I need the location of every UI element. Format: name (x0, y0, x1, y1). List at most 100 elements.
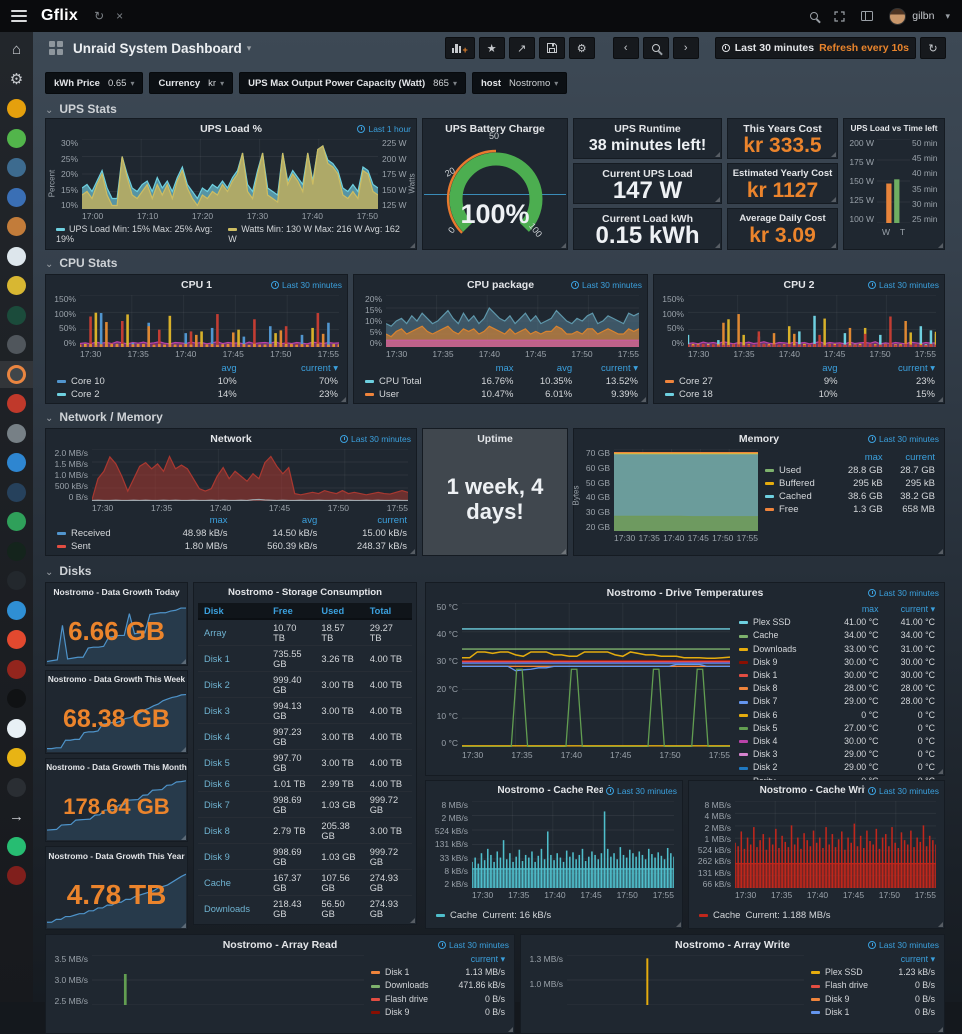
table-cell[interactable]: Disk 8 (198, 817, 268, 844)
panel-toggle-icon[interactable] (861, 11, 874, 21)
app-jackett-icon[interactable] (7, 217, 26, 236)
legend-series[interactable]: Plex SSD (808, 966, 886, 979)
time-range-badge[interactable]: Last 30 minutes (864, 940, 939, 950)
legend-series[interactable]: Disk 6 (736, 709, 825, 722)
legend-sort-header[interactable]: current ▾ (601, 363, 638, 374)
legend-series[interactable]: Disk 1 (368, 966, 445, 979)
refresh-button[interactable]: ↻ (920, 37, 946, 59)
time-range-badge[interactable]: Last 30 minutes (864, 786, 939, 796)
add-panel-button[interactable]: + (444, 37, 475, 59)
menu-icon[interactable] (11, 10, 27, 22)
app-ombi-icon[interactable] (7, 305, 26, 325)
app-blue-oval-icon[interactable] (7, 187, 26, 207)
table-cell[interactable]: Disk 6 (198, 775, 268, 792)
table-column-header[interactable]: Free (267, 603, 316, 620)
legend-series[interactable]: Disk 9 (368, 1006, 445, 1019)
variable-kwh-price[interactable]: kWh Price 0.65 ▾ (45, 72, 144, 94)
dashboard-title[interactable]: Unraid System Dashboard (73, 40, 242, 56)
legend-sort-header[interactable]: avg (556, 363, 573, 374)
row-header-cpu[interactable]: ⌄ CPU Stats (45, 256, 118, 270)
legend-series[interactable]: Plex SSD (736, 616, 825, 629)
legend-series[interactable]: Disk 1 (736, 669, 825, 682)
legend-series[interactable]: Downloads (368, 979, 445, 992)
app-blue-home-icon[interactable] (7, 600, 26, 620)
legend-series[interactable]: Disk 2 (736, 761, 825, 774)
variable-currency[interactable]: Currency kr ▾ (149, 72, 234, 94)
legend-series[interactable]: Cached (762, 490, 833, 503)
table-cell[interactable]: Disk 1 (198, 645, 268, 672)
legend-series[interactable]: Cache Current: 1.188 MB/s (699, 910, 830, 921)
legend-sort-header[interactable]: current ▾ (900, 604, 935, 614)
app-unraid-gear-icon[interactable] (0, 360, 33, 388)
panel-title[interactable]: Estimated Yearly Cost (732, 168, 833, 179)
legend-series[interactable]: UPS Load Min: 15% Max: 25% Avg: 19% (56, 224, 213, 244)
table-cell[interactable]: Disk 4 (198, 723, 268, 750)
app-plex-icon[interactable] (7, 99, 26, 118)
app-white-cross-icon[interactable] (7, 246, 26, 266)
legend-sort-header[interactable]: avg (221, 363, 237, 374)
legend-series[interactable]: User (362, 388, 458, 401)
panel-title[interactable]: Nostromo - Cache Read (497, 785, 611, 796)
legend-series[interactable]: Core 18 (662, 388, 784, 401)
dashboard-grid-icon[interactable] (49, 41, 63, 55)
legend-sort-header[interactable]: avg (301, 515, 318, 526)
time-range-badge[interactable]: Last 30 minutes (567, 280, 642, 290)
panel-title[interactable]: CPU package (466, 279, 535, 291)
app-red-wheel-icon[interactable] (7, 866, 26, 885)
variable-ups-capacity[interactable]: UPS Max Output Power Capacity (Watt) 865… (239, 72, 466, 94)
legend-series[interactable]: Buffered (762, 477, 833, 490)
legend-series[interactable]: Watts Min: 130 W Max: 216 W Avg: 162 W (228, 224, 400, 244)
row-header-ups[interactable]: ⌄ UPS Stats (45, 102, 117, 116)
table-column-header[interactable]: Total (363, 603, 412, 620)
panel-title[interactable]: UPS Battery Charge (445, 123, 545, 135)
panel-title[interactable]: Uptime (477, 433, 513, 445)
panel-title[interactable]: Nostromo - Cache Write (759, 785, 874, 796)
table-cell[interactable]: Disk 2 (198, 671, 268, 698)
app-sabnzbd-icon[interactable] (7, 748, 26, 767)
legend-series[interactable]: Disk 7 (736, 695, 825, 708)
panel-title[interactable]: Nostromo - Array Write (675, 939, 790, 951)
panel-title[interactable]: Nostromo - Storage Consumption (227, 587, 383, 598)
table-cell[interactable]: Cache (198, 869, 268, 896)
table-column-header[interactable]: Used (315, 603, 364, 620)
legend-sort-header[interactable]: max (864, 452, 883, 463)
settings-gear-icon[interactable]: ⚙ (9, 70, 24, 88)
close-icon[interactable]: × (116, 9, 124, 23)
panel-title[interactable]: Average Daily Cost (739, 213, 826, 224)
legend-series[interactable]: Disk 9 (808, 993, 886, 1006)
time-range-badge[interactable]: Last 30 minutes (864, 434, 939, 444)
settings-button[interactable]: ⚙ (568, 37, 595, 59)
legend-series[interactable]: Disk 9 (736, 656, 825, 669)
app-resilio-icon[interactable] (7, 453, 26, 472)
logout-arrow-icon[interactable]: → (9, 808, 24, 825)
app-lazy-icon[interactable] (7, 689, 26, 708)
legend-series[interactable]: Disk 5 (736, 722, 825, 735)
panel-title[interactable]: Nostromo - Drive Temperatures (606, 587, 764, 599)
table-cell[interactable]: Disk 5 (198, 749, 268, 776)
row-header-disks[interactable]: ⌄ Disks (45, 564, 92, 578)
panel-title[interactable]: UPS Runtime (614, 123, 681, 135)
app-berry-icon[interactable] (7, 423, 26, 443)
panel-title[interactable]: Nostromo - Array Read (222, 939, 338, 951)
time-range-badge[interactable]: Last 30 minutes (336, 434, 411, 444)
legend-sort-header[interactable]: current (905, 452, 935, 463)
table-cell[interactable]: Array (198, 619, 268, 646)
legend-series[interactable]: Disk 1 (808, 1006, 886, 1019)
user-menu[interactable]: gilbn ▾ (889, 7, 950, 25)
legend-series[interactable]: Flash drive (368, 993, 445, 1006)
app-yellow-cross-icon[interactable] (7, 276, 26, 295)
legend-sort-header[interactable]: current ▾ (898, 363, 935, 374)
zoom-out-button[interactable] (642, 37, 669, 59)
row-header-netmem[interactable]: ⌄ Network / Memory (45, 410, 163, 424)
app-emby-icon[interactable] (7, 128, 26, 148)
time-picker[interactable]: Last 30 minutes Refresh every 10s (714, 37, 916, 59)
time-range-badge[interactable]: Last 30 minutes (864, 280, 939, 290)
panel-title[interactable]: CPU 1 (181, 279, 212, 291)
app-tautulli-icon[interactable] (7, 158, 26, 177)
chevron-down-icon[interactable]: ▾ (246, 42, 252, 53)
app-leaf-icon[interactable] (7, 541, 26, 561)
legend-sort-header[interactable]: max (861, 604, 879, 614)
table-column-header[interactable]: Disk (198, 603, 268, 620)
star-button[interactable]: ★ (478, 37, 505, 59)
legend-series[interactable]: Cache (736, 629, 825, 642)
